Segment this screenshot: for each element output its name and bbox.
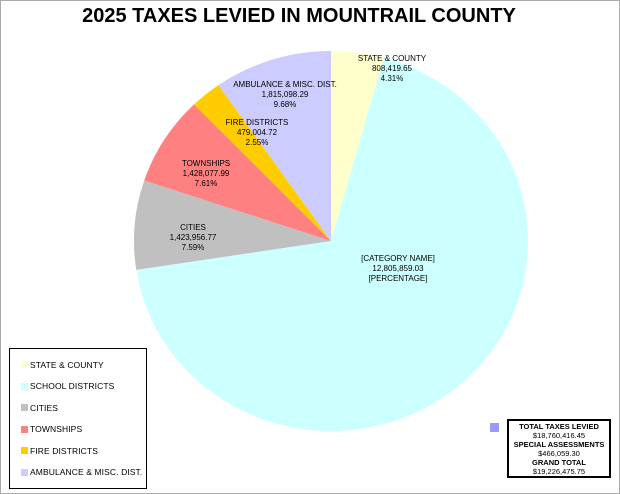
slice-label-line: TOWNSHIPS (181, 159, 231, 168)
slice-label-line: 1,423,956.77 (169, 233, 217, 242)
legend-item-ambulance-misc-dist: AMBULANCE & MISC. DIST. (21, 467, 144, 477)
legend-box: STATE & COUNTY SCHOOL DISTRICTS CITIES T… (9, 348, 147, 489)
slice-label-line: 12,805,859.03 (372, 264, 424, 273)
legend-swatch (21, 361, 28, 369)
slice-label-line: 7.61% (194, 179, 218, 188)
legend-swatch (21, 404, 28, 412)
slice-label-ambulance-misc-dist: AMBULANCE & MISC. DIST. 1,815,098.29 9.6… (233, 80, 337, 110)
legend-item-cities: CITIES (21, 403, 144, 413)
slice-label-line: [CATEGORY NAME] (361, 254, 435, 263)
legend-label: STATE & COUNTY (30, 359, 104, 370)
slice-label-state-county: STATE & COUNTY 808,419.65 4.31% (358, 54, 426, 84)
slice-label-line: 4.31% (380, 74, 404, 83)
slice-label-line: 1,428,077.99 (182, 169, 230, 178)
totals-value: $19,226,475.75 (532, 467, 586, 476)
totals-value: $466,059.30 (538, 449, 580, 458)
slice-label-townships: TOWNSHIPS 1,428,077.99 7.61% (182, 159, 230, 189)
legend-swatch (21, 382, 28, 390)
slice-label-line: [PERCENTAGE] (368, 274, 428, 283)
chart-title: 2025 TAXES LEVIED IN MOUNTRAIL COUNTY (82, 5, 516, 27)
slice-label-line: 479,004.72 (236, 128, 278, 137)
legend-item-state-county: STATE & COUNTY (21, 360, 144, 370)
slice-label-line: 9.68% (273, 100, 297, 109)
pie-slice-cities (133, 180, 331, 270)
legend-swatch (21, 447, 28, 455)
pie-slice-state-county (331, 51, 384, 241)
slice-label-line: 1,815,098.29 (261, 90, 309, 99)
pie-slice-school-districts (136, 57, 528, 431)
slice-label-fire-districts: FIRE DISTRICTS 479,004.72 2.55% (226, 118, 289, 148)
totals-box: TOTAL TAXES LEVIED $18,760,416.45 SPECIA… (507, 419, 611, 478)
slice-label-cities: CITIES 1,423,956.77 7.59% (170, 223, 217, 253)
legend-label: TOWNSHIPS (30, 424, 83, 435)
totals-label: TOTAL TAXES LEVIED (519, 422, 599, 431)
legend-label: SCHOOL DISTRICTS (30, 381, 115, 392)
pie-slice-fire-districts (194, 85, 331, 241)
slice-label-line: 808,419.65 (371, 64, 413, 73)
legend-item-school-districts: SCHOOL DISTRICTS (21, 381, 144, 391)
pie-slice-townships (144, 104, 331, 241)
slice-label-line: CITIES (180, 223, 206, 232)
legend-swatch (21, 468, 28, 476)
slice-label-line: STATE & COUNTY (357, 54, 427, 63)
legend-item-fire-districts: FIRE DISTRICTS (21, 446, 144, 456)
legend-swatch (21, 425, 28, 433)
legend-label: FIRE DISTRICTS (30, 445, 98, 456)
slice-label-school-districts: [CATEGORY NAME] 12,805,859.03 [PERCENTAG… (361, 254, 435, 284)
totals-legend-marker (490, 423, 499, 432)
totals-label: SPECIAL ASSESSMENTS (513, 440, 605, 449)
slice-label-line: AMBULANCE & MISC. DIST. (233, 80, 337, 89)
slice-label-line: FIRE DISTRICTS (225, 118, 289, 127)
legend-label: AMBULANCE & MISC. DIST. (30, 467, 143, 478)
pie-slice-ambulance-misc-dist (218, 50, 331, 241)
slice-label-line: 2.55% (245, 138, 269, 147)
legend-item-townships: TOWNSHIPS (21, 424, 144, 434)
totals-label: GRAND TOTAL (532, 458, 586, 467)
totals-value: $18,760,416.45 (532, 431, 586, 440)
legend-label: CITIES (30, 402, 58, 413)
slice-label-line: 7.59% (181, 243, 205, 252)
